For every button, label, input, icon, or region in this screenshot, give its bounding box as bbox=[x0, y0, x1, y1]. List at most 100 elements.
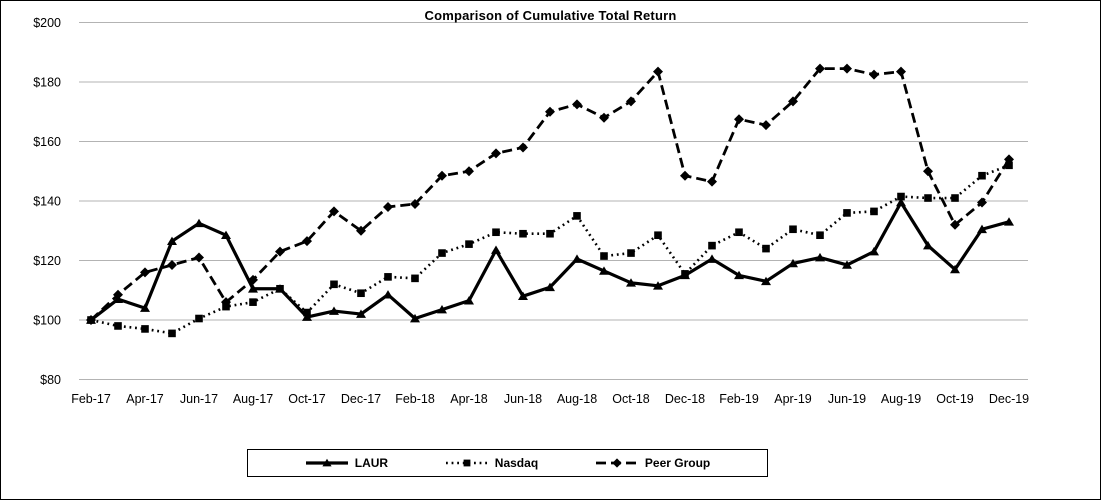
series-marker-nasdaq bbox=[816, 231, 824, 240]
series-marker-laur bbox=[653, 281, 663, 290]
chart-title: Comparison of Cumulative Total Return bbox=[424, 8, 677, 23]
x-tick-label: Apr-18 bbox=[450, 392, 488, 406]
series-marker-peer-group bbox=[707, 176, 717, 187]
series-marker-peer-group bbox=[302, 236, 312, 247]
series-marker-nasdaq bbox=[168, 329, 176, 338]
series-marker-peer-group bbox=[356, 225, 366, 236]
series-marker-laur bbox=[869, 246, 879, 256]
series-marker-laur bbox=[545, 282, 555, 292]
series-marker-nasdaq bbox=[708, 241, 716, 250]
x-tick-label: Aug-18 bbox=[557, 392, 597, 406]
series-marker-laur bbox=[977, 224, 987, 234]
legend-marker-icon bbox=[612, 458, 622, 468]
series-marker-nasdaq bbox=[438, 249, 446, 257]
series-marker-laur bbox=[113, 294, 123, 303]
series-marker-laur bbox=[950, 264, 960, 274]
series-marker-nasdaq bbox=[249, 298, 257, 306]
peer-group-line-sample-icon bbox=[595, 458, 638, 468]
series-marker-nasdaq bbox=[870, 207, 878, 216]
series-marker-laur bbox=[248, 284, 258, 293]
series-marker-laur bbox=[167, 236, 177, 245]
nasdaq-line-sample-icon bbox=[445, 459, 488, 467]
series-marker-laur bbox=[896, 197, 906, 207]
series-marker-laur bbox=[680, 270, 690, 280]
y-tick-label: $140 bbox=[33, 195, 61, 209]
series-marker-peer-group bbox=[599, 112, 609, 123]
series-marker-laur bbox=[464, 296, 474, 305]
series-marker-laur bbox=[86, 315, 96, 324]
x-tick-label: Aug-17 bbox=[233, 392, 273, 406]
series-marker-peer-group bbox=[1004, 154, 1014, 165]
series-marker-nasdaq bbox=[978, 171, 986, 180]
series-marker-nasdaq bbox=[465, 240, 473, 248]
series-marker-laur bbox=[383, 290, 393, 299]
series-marker-laur bbox=[599, 266, 609, 275]
series-marker-nasdaq bbox=[843, 209, 851, 217]
series-marker-peer-group bbox=[437, 170, 447, 181]
series-marker-peer-group bbox=[626, 96, 636, 107]
series-marker-peer-group bbox=[545, 106, 555, 117]
series-marker-nasdaq bbox=[384, 273, 392, 281]
series-marker-peer-group bbox=[410, 198, 420, 209]
series-marker-laur bbox=[734, 270, 744, 280]
x-tick-label: Feb-19 bbox=[719, 392, 759, 406]
series-marker-nasdaq bbox=[573, 212, 581, 220]
series-marker-peer-group bbox=[950, 219, 960, 230]
x-tick-label: Jun-19 bbox=[828, 392, 866, 406]
series-marker-laur bbox=[707, 254, 717, 263]
series-marker-peer-group bbox=[194, 252, 204, 263]
series-marker-peer-group bbox=[464, 166, 474, 177]
x-tick-label: Feb-17 bbox=[71, 392, 111, 406]
series-marker-laur bbox=[1004, 217, 1014, 226]
x-tick-label: Dec-18 bbox=[665, 392, 705, 406]
y-tick-label: $120 bbox=[33, 254, 61, 268]
series-marker-nasdaq bbox=[789, 225, 797, 234]
laur-line-sample-icon bbox=[305, 458, 348, 467]
series-marker-laur bbox=[626, 278, 636, 287]
series-marker-nasdaq bbox=[114, 322, 122, 330]
series-marker-peer-group bbox=[788, 96, 798, 107]
series-marker-laur bbox=[437, 304, 447, 314]
series-marker-peer-group bbox=[896, 66, 906, 77]
series-marker-peer-group bbox=[491, 148, 501, 159]
x-tick-label: Feb-18 bbox=[395, 392, 435, 406]
series-marker-nasdaq bbox=[654, 231, 662, 240]
series-marker-laur bbox=[194, 218, 204, 228]
series-marker-peer-group bbox=[842, 63, 852, 74]
legend: LAUR Nasdaq Peer Group bbox=[247, 449, 768, 477]
series-marker-laur bbox=[761, 276, 771, 286]
legend-item-laur: LAUR bbox=[305, 456, 388, 470]
series-marker-peer-group bbox=[680, 170, 690, 181]
series-marker-nasdaq bbox=[546, 229, 554, 238]
series-marker-nasdaq bbox=[600, 252, 608, 260]
series-marker-peer-group bbox=[518, 142, 528, 153]
x-tick-label: Oct-19 bbox=[936, 392, 974, 406]
series-marker-laur bbox=[275, 284, 285, 293]
x-tick-label: Jun-18 bbox=[504, 392, 542, 406]
series-marker-nasdaq bbox=[762, 244, 770, 253]
series-marker-peer-group bbox=[977, 197, 987, 208]
y-tick-label: $200 bbox=[33, 16, 61, 30]
series-marker-peer-group bbox=[869, 69, 879, 80]
legend-label-peer-group: Peer Group bbox=[644, 456, 711, 470]
series-marker-nasdaq bbox=[735, 228, 743, 237]
series-marker-nasdaq bbox=[411, 274, 419, 283]
y-tick-label: $80 bbox=[40, 373, 61, 387]
x-tick-label: Jun-17 bbox=[180, 392, 218, 406]
series-marker-nasdaq bbox=[1005, 161, 1013, 170]
series-marker-laur bbox=[518, 291, 528, 300]
legend-item-peer-group: Peer Group bbox=[595, 456, 710, 470]
y-tick-label: $160 bbox=[33, 135, 61, 149]
series-marker-peer-group bbox=[140, 267, 150, 278]
x-tick-label: Apr-17 bbox=[126, 392, 164, 406]
series-marker-nasdaq bbox=[357, 289, 365, 298]
series-marker-laur bbox=[140, 303, 150, 312]
series-marker-peer-group bbox=[815, 63, 825, 74]
series-marker-laur bbox=[302, 312, 312, 321]
series-marker-peer-group bbox=[383, 201, 393, 212]
x-tick-label: Oct-18 bbox=[612, 392, 650, 406]
series-marker-nasdaq bbox=[195, 314, 203, 323]
series-marker-laur bbox=[842, 260, 852, 269]
